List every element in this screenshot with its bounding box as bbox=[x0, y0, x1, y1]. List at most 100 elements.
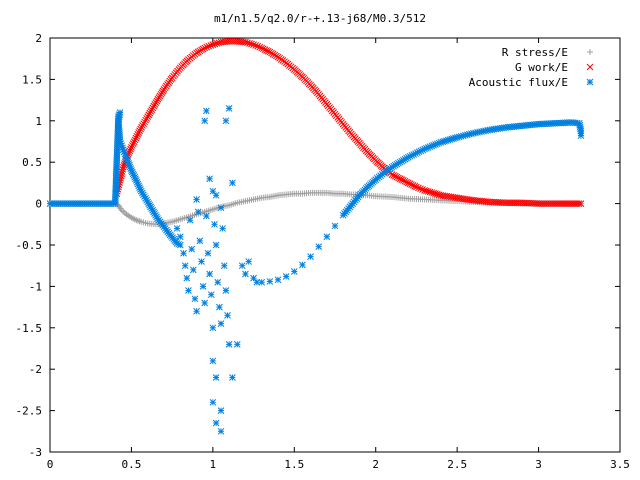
data-point bbox=[212, 419, 220, 427]
data-point bbox=[173, 225, 181, 232]
data-point bbox=[211, 40, 219, 48]
data-point bbox=[126, 147, 134, 155]
data-point bbox=[135, 129, 143, 136]
data-point bbox=[189, 266, 197, 274]
data-point bbox=[140, 120, 147, 128]
data-point bbox=[432, 190, 439, 198]
data-point bbox=[415, 184, 422, 192]
data-point bbox=[206, 175, 213, 183]
y-tick-label: 1 bbox=[35, 115, 42, 128]
data-point bbox=[391, 172, 399, 180]
data-point bbox=[217, 427, 225, 435]
data-point bbox=[181, 262, 189, 270]
data-point bbox=[259, 45, 267, 53]
data-point bbox=[207, 42, 215, 49]
data-point bbox=[264, 47, 272, 55]
data-point bbox=[266, 278, 274, 285]
data-point bbox=[198, 258, 205, 265]
data-point bbox=[213, 40, 221, 47]
data-point bbox=[331, 222, 339, 230]
series-acoustic-flux-e bbox=[46, 105, 585, 435]
data-point bbox=[398, 176, 406, 183]
data-point bbox=[408, 181, 415, 188]
y-axis-ticks: -3 -2.5 -2 -1.5 -1 -0.5 0 0.5 1 1.5 2 bbox=[16, 32, 620, 459]
data-point bbox=[176, 241, 184, 249]
data-point bbox=[142, 116, 150, 124]
data-point bbox=[176, 233, 184, 241]
legend-marker bbox=[586, 78, 594, 86]
data-point bbox=[145, 111, 153, 119]
data-point bbox=[212, 241, 220, 249]
data-point bbox=[242, 270, 249, 278]
data-point bbox=[201, 299, 209, 307]
data-point bbox=[258, 44, 266, 52]
data-point bbox=[417, 185, 424, 193]
data-point bbox=[119, 163, 127, 171]
data-point bbox=[263, 47, 270, 54]
data-point bbox=[406, 180, 414, 188]
data-point bbox=[137, 187, 145, 195]
data-point bbox=[144, 113, 152, 121]
data-point bbox=[240, 38, 247, 46]
data-point bbox=[413, 183, 420, 191]
data-point bbox=[403, 178, 411, 186]
data-point bbox=[400, 177, 407, 184]
data-point bbox=[423, 187, 430, 195]
data-point bbox=[424, 188, 432, 195]
data-point bbox=[577, 132, 585, 140]
x-tick-label: 1.5 bbox=[284, 458, 304, 471]
data-point bbox=[139, 122, 146, 129]
data-point bbox=[148, 106, 156, 113]
data-point bbox=[127, 145, 134, 153]
chart-title: m1/n1.5/q2.0/r-+.13-j68/M0.3/512 bbox=[214, 12, 426, 25]
data-point bbox=[132, 134, 140, 142]
legend: R stress/E G work/E Acoustic flux/E bbox=[469, 46, 594, 89]
y-tick-label: -0.5 bbox=[16, 239, 43, 252]
data-point bbox=[256, 43, 264, 51]
data-point bbox=[315, 243, 323, 251]
y-tick-label: 1.5 bbox=[22, 73, 42, 86]
data-point bbox=[130, 138, 138, 146]
data-point bbox=[204, 249, 212, 257]
x-tick-label: 2.5 bbox=[447, 458, 467, 471]
data-point bbox=[274, 276, 282, 284]
data-point bbox=[212, 191, 220, 199]
data-point bbox=[136, 127, 143, 135]
data-point bbox=[146, 109, 154, 117]
data-point bbox=[209, 398, 217, 406]
plot-border bbox=[49, 37, 621, 453]
data-point bbox=[137, 125, 144, 133]
data-point bbox=[244, 39, 251, 47]
data-point bbox=[307, 253, 314, 260]
y-tick-label: -2.5 bbox=[16, 405, 43, 418]
y-tick-label: 2 bbox=[35, 32, 42, 45]
data-point bbox=[222, 117, 230, 125]
data-point bbox=[258, 278, 266, 286]
data-point bbox=[209, 324, 217, 332]
data-point bbox=[433, 190, 441, 198]
data-point bbox=[426, 188, 434, 196]
data-point bbox=[254, 42, 261, 50]
data-point bbox=[217, 407, 225, 414]
data-point bbox=[131, 136, 139, 144]
data-point bbox=[180, 249, 187, 257]
data-point bbox=[282, 273, 290, 280]
data-point bbox=[421, 186, 428, 194]
data-point bbox=[193, 307, 200, 315]
data-point bbox=[238, 262, 246, 270]
data-point bbox=[209, 187, 217, 195]
data-point bbox=[141, 118, 149, 126]
data-point bbox=[149, 104, 157, 112]
data-point bbox=[206, 270, 213, 278]
x-tick-label: 0 bbox=[47, 458, 54, 471]
data-point bbox=[147, 108, 155, 115]
data-point bbox=[209, 357, 217, 365]
data-point bbox=[261, 46, 269, 53]
data-point bbox=[186, 216, 194, 224]
data-point bbox=[222, 287, 230, 294]
x-tick-label: 2 bbox=[372, 458, 379, 471]
data-point bbox=[577, 200, 585, 207]
data-point bbox=[409, 182, 417, 189]
data-point bbox=[211, 220, 218, 228]
data-point bbox=[404, 179, 412, 187]
